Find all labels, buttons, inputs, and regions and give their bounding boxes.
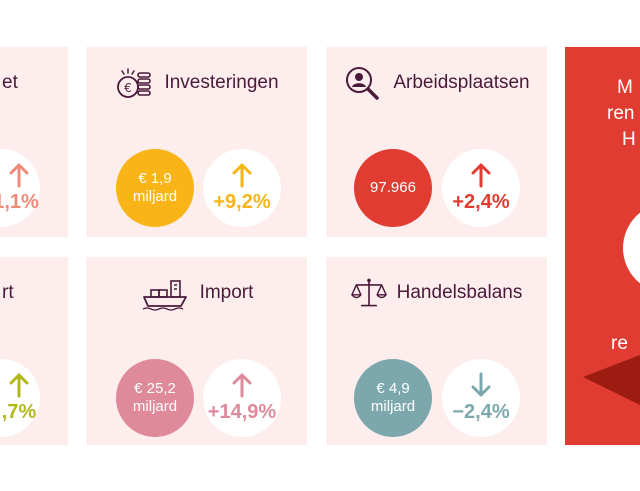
change-circle: +9,2% (203, 149, 281, 227)
value-amount: € 4,9 (376, 380, 410, 397)
change-percentage: +2,4% (452, 191, 510, 213)
card-title: rt (0, 257, 68, 329)
change-percentage: 1,1% (0, 191, 39, 213)
person-search-icon (346, 67, 380, 100)
change-percentage: −2,4% (452, 401, 510, 423)
arrow-up-icon (232, 373, 252, 398)
card-title-text: rt (2, 282, 14, 303)
card-title-text: Import (199, 282, 254, 303)
balance-scale-icon (350, 278, 387, 307)
card-handelsbalans: Handelsbalans € 4,9 miljard −2,4% (326, 257, 547, 445)
card-title: € Investeringen (86, 47, 307, 119)
card-title: Import (86, 257, 307, 329)
value-amount: € 25,2 (134, 380, 176, 397)
ribbon-shape (583, 355, 640, 405)
value-circle: € 25,2 miljard (116, 359, 194, 437)
cargo-ship-icon (142, 280, 187, 311)
card-arbeidsplaatsen: Arbeidsplaatsen 97.966 +2,4% (326, 47, 547, 237)
change-circle: +2,4% (442, 149, 520, 227)
card-title-text: et (2, 72, 18, 93)
card-title: Arbeidsplaatsen (326, 47, 547, 119)
change-circle: ,7% (0, 359, 40, 437)
arrow-down-icon (471, 372, 491, 397)
card-partial-bottom: rt ,7% (0, 257, 68, 445)
card-partial-top: et 1,1% (0, 47, 68, 237)
value-amount: € 1,9 (138, 170, 172, 187)
change-circle: 1,1% (0, 149, 40, 227)
change-percentage: +9,2% (213, 191, 271, 213)
card-title-text: Handelsbalans (396, 282, 523, 303)
panel-text-line2: ren (607, 103, 635, 124)
change-circle: +14,9% (203, 359, 281, 437)
value-unit: miljard (370, 398, 416, 415)
panel-text-line3: H (622, 129, 636, 150)
highlight-panel: M ren H re (565, 47, 640, 445)
change-circle: −2,4% (442, 359, 520, 437)
arrow-up-icon (232, 163, 252, 188)
coins-euro-icon: € (117, 68, 152, 98)
card-title-text: Investeringen (164, 72, 279, 93)
value-circle: € 1,9 miljard (116, 149, 194, 227)
arrow-up-icon (471, 163, 491, 188)
change-percentage: +14,9% (207, 401, 277, 423)
value-amount: 97.966 (370, 179, 416, 196)
card-title: et (0, 47, 68, 119)
arrow-up-icon (9, 373, 29, 398)
value-circle: 97.966 (354, 149, 432, 227)
svg-text:€: € (125, 81, 133, 95)
arrow-up-icon (9, 163, 29, 188)
value-circle: € 4,9 miljard (354, 359, 432, 437)
change-percentage: ,7% (1, 401, 37, 423)
card-investeringen: € Investeringen € 1,9 miljard +9,2% (86, 47, 307, 237)
value-unit: miljard (132, 188, 178, 205)
card-title: Handelsbalans (326, 257, 547, 329)
card-import: Import € 25,2 miljard +14,9% (86, 257, 307, 445)
value-unit: miljard (132, 398, 178, 415)
panel-text-line1: M (617, 77, 633, 98)
card-title-text: Arbeidsplaatsen (393, 72, 530, 93)
panel-text-line4: re (611, 333, 628, 354)
